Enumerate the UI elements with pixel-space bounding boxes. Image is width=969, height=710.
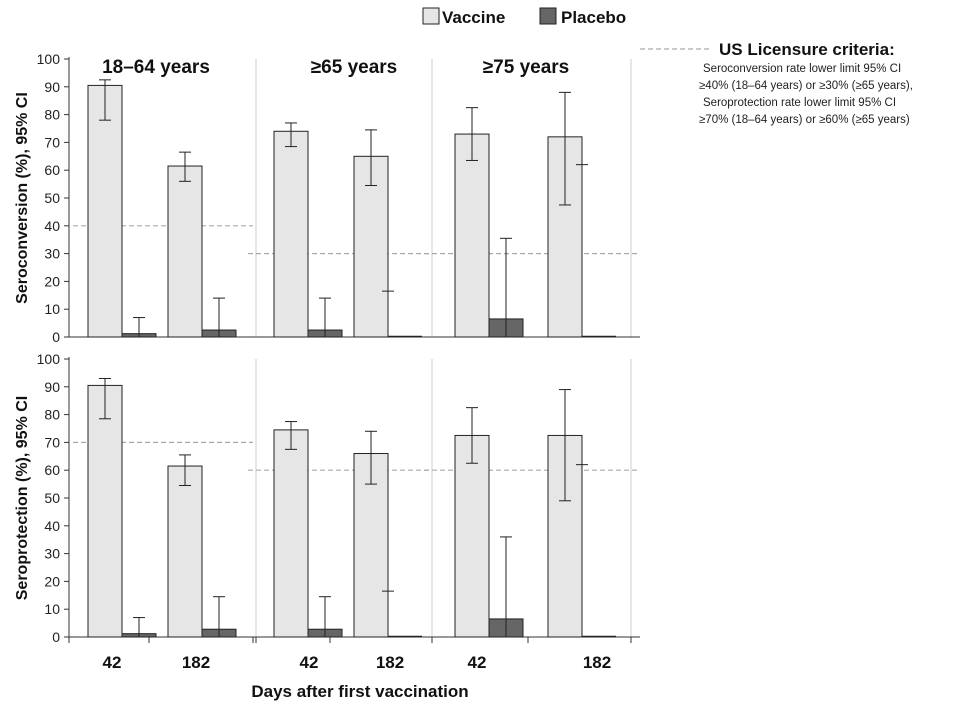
- x-tick-label: 42: [468, 653, 487, 672]
- legend-label-vaccine: Vaccine: [442, 8, 505, 27]
- criteria-line-4: ≥70% (18–64 years) or ≥60% (≥65 years): [699, 114, 910, 126]
- criteria-line-3: Seroprotection rate lower limit 95% CI: [703, 97, 896, 109]
- legend-swatch-vaccine: [422, 7, 440, 25]
- criteria-note: US Licensure criteria: Seroconversion ra…: [640, 40, 913, 126]
- age-group-label: 18–64 years: [102, 57, 210, 78]
- y-tick-label: 50: [44, 190, 60, 206]
- y-tick-label: 100: [37, 351, 61, 367]
- x-tick-label: 42: [103, 653, 122, 672]
- x-tick-label: 182: [376, 653, 404, 672]
- bar-vaccine: [353, 155, 389, 338]
- y-tick-label: 0: [52, 629, 60, 645]
- y-tick-label: 10: [44, 601, 60, 617]
- y-tick-label: 90: [44, 379, 60, 395]
- y-tick-label: 60: [44, 162, 60, 178]
- y-axis-title: Seroconversion (%), 95% CI: [14, 92, 31, 304]
- legend-swatch-placebo: [539, 7, 557, 25]
- x-axis-title: Days after first vaccination: [251, 682, 468, 701]
- y-tick-label: 70: [44, 434, 60, 450]
- bar-vaccine: [273, 130, 309, 338]
- y-axis-title: Seroprotection (%), 95% CI: [14, 396, 31, 600]
- y-tick-label: 40: [44, 518, 60, 534]
- y-tick-label: 60: [44, 462, 60, 478]
- bar-vaccine: [454, 434, 490, 638]
- y-tick-label: 10: [44, 301, 60, 317]
- y-tick-label: 0: [52, 329, 60, 345]
- criteria-title: US Licensure criteria:: [719, 40, 895, 59]
- criteria-line-1: Seroconversion rate lower limit 95% CI: [703, 63, 901, 75]
- y-tick-label: 30: [44, 246, 60, 262]
- y-tick-label: 50: [44, 490, 60, 506]
- y-tick-label: 30: [44, 546, 60, 562]
- bar-vaccine: [454, 133, 490, 338]
- age-group-label: ≥75 years: [483, 57, 570, 78]
- y-tick-label: 20: [44, 273, 60, 289]
- criteria-line-2: ≥40% (18–64 years) or ≥30% (≥65 years),: [699, 80, 913, 92]
- x-tick-label: 42: [300, 653, 319, 672]
- bar-vaccine: [167, 165, 203, 338]
- bar-vaccine: [167, 465, 203, 638]
- y-tick-label: 70: [44, 134, 60, 150]
- y-tick-label: 80: [44, 407, 60, 423]
- y-tick-label: 100: [37, 51, 61, 67]
- x-tick-label: 182: [583, 653, 611, 672]
- bar-vaccine: [87, 84, 123, 338]
- x-tick-label: 182: [182, 653, 210, 672]
- y-tick-label: 80: [44, 107, 60, 123]
- legend: Vaccine Placebo: [422, 7, 626, 27]
- bar-vaccine: [87, 384, 123, 638]
- age-group-label: ≥65 years: [311, 57, 398, 78]
- legend-label-placebo: Placebo: [561, 8, 626, 27]
- bar-vaccine: [273, 429, 309, 638]
- y-tick-label: 40: [44, 218, 60, 234]
- y-tick-label: 20: [44, 573, 60, 589]
- y-tick-label: 90: [44, 79, 60, 95]
